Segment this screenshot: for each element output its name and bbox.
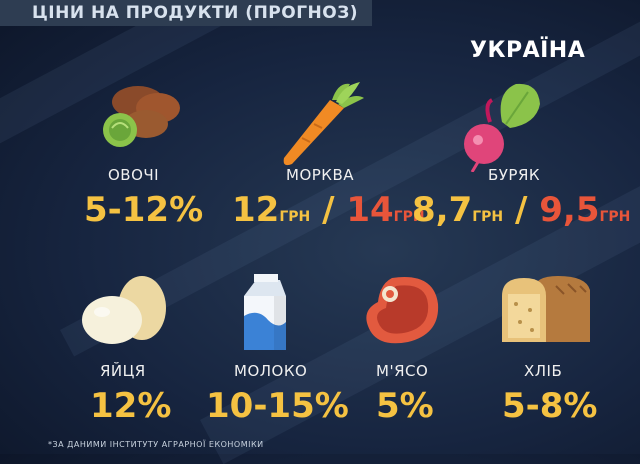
vegetables-icon — [103, 86, 180, 147]
page-title: ЦІНИ НА ПРОДУКТИ (ПРОГНОЗ) — [0, 0, 372, 26]
value-bread: 5-8% — [502, 386, 598, 426]
value-meat: 5% — [376, 386, 434, 426]
value-vegetables: 5-12% — [84, 190, 204, 230]
milk-icon — [244, 274, 286, 350]
value-carrot: 12ГРН / 14ГРН — [232, 190, 425, 230]
label-carrot: МОРКВА — [286, 166, 354, 184]
label-bread: ХЛІБ — [524, 362, 563, 380]
carrot-icon — [283, 82, 364, 166]
footnote: *ЗА ДАНИМИ ІНСТИТУТУ АГРАРНОЇ ЕКОНОМІКИ — [48, 440, 264, 449]
value-eggs: 12% — [90, 386, 172, 426]
label-milk: МОЛОКО — [234, 362, 308, 380]
label-meat: М'ЯСО — [376, 362, 429, 380]
label-eggs: ЯЙЦЯ — [100, 362, 146, 380]
eggs-icon — [82, 276, 166, 344]
value-milk: 10-15% — [206, 386, 349, 426]
value-beet: 8,7ГРН / 9,5ГРН — [412, 190, 631, 230]
label-vegetables: ОВОЧІ — [108, 166, 160, 184]
label-beet: БУРЯК — [488, 166, 541, 184]
beet-icon — [464, 83, 540, 172]
meat-icon — [366, 277, 439, 344]
bread-icon — [502, 276, 590, 342]
channel-logo: УКРАЇНА — [470, 38, 586, 63]
